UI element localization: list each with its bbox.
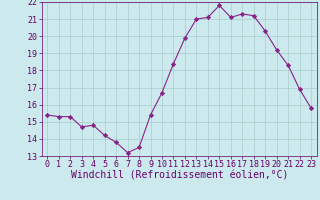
- X-axis label: Windchill (Refroidissement éolien,°C): Windchill (Refroidissement éolien,°C): [70, 171, 288, 181]
